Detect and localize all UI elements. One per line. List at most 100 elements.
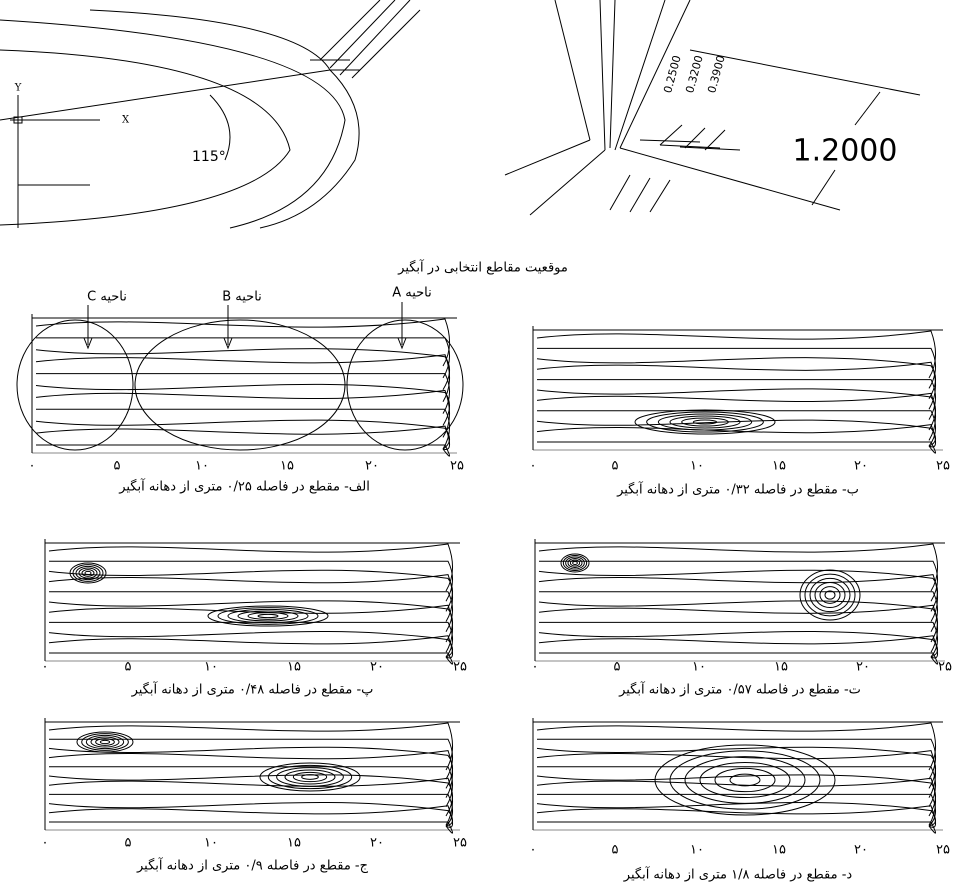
panel-caption: ج- مقطع در فاصله ۰/۹ متری از دهانه آبگیر xyxy=(136,857,369,874)
region-label: ناحیه C xyxy=(87,290,127,305)
x-tick-label: ۱۵ xyxy=(287,836,301,851)
angle-label: 115° xyxy=(192,149,226,165)
streamline xyxy=(49,778,453,825)
x-tick-label: ۲۰ xyxy=(365,459,379,474)
streamline xyxy=(49,822,453,833)
streamline xyxy=(537,751,936,798)
vortex xyxy=(293,772,326,781)
dim-label: 0.3900 xyxy=(705,54,728,95)
panel-caption: د- مقطع در فاصله ۱/۸ متری از دهانه آبگیر xyxy=(623,866,853,883)
streamline xyxy=(36,355,450,402)
x-tick-label: ۲۵ xyxy=(453,836,467,851)
x-tick-label: ۲۰ xyxy=(370,660,384,675)
streamline xyxy=(537,393,936,440)
x-tick-label: ۰ xyxy=(532,660,539,675)
vortex xyxy=(573,562,578,565)
x-tick-label: ۰ xyxy=(530,843,537,858)
vortex xyxy=(800,570,860,620)
vortex xyxy=(715,768,775,791)
intake-detail xyxy=(505,0,920,215)
y-axis-label: Y xyxy=(14,83,22,94)
streamline xyxy=(49,570,453,611)
streamline xyxy=(539,605,938,652)
x-tick-label: ۲۰ xyxy=(854,459,868,474)
x-tick-label: ۲۰ xyxy=(854,843,868,858)
x-tick-label: ۰ xyxy=(42,836,49,851)
region-label: ناحیه A xyxy=(392,286,432,301)
x-tick-label: ۱۰ xyxy=(690,843,704,858)
vortex xyxy=(218,608,318,625)
x-tick-label: ۱۰ xyxy=(690,459,704,474)
x-tick-label: ۱۰ xyxy=(204,836,218,851)
streamline xyxy=(539,570,938,611)
region-arrows xyxy=(84,302,406,348)
vortex xyxy=(810,578,850,611)
region xyxy=(17,320,133,450)
streamline xyxy=(36,319,450,366)
panel-caption: پ- مقطع در فاصله ۰/۴۸ متری از دهانه آبگی… xyxy=(131,681,374,698)
vortex xyxy=(248,613,288,620)
streamline xyxy=(537,822,936,833)
streamline xyxy=(36,390,450,437)
x-tick-label: ۵ xyxy=(125,836,132,851)
streamline xyxy=(539,601,938,642)
vortex xyxy=(685,757,805,804)
streamline xyxy=(537,794,936,826)
vortex xyxy=(670,751,820,809)
x-tick-label: ۵ xyxy=(114,459,121,474)
streamline xyxy=(49,636,453,658)
streamline xyxy=(537,442,936,453)
streamline xyxy=(537,331,936,378)
vortex xyxy=(700,763,790,798)
streamline xyxy=(49,544,453,591)
streamline xyxy=(539,575,938,622)
x-tick-label: ۵ xyxy=(612,843,619,858)
x-tick-label: ۱۰ xyxy=(204,660,218,675)
panel-caption: الف- مقطع در فاصله ۰/۲۵ متری از دهانه آب… xyxy=(118,478,370,495)
streamline xyxy=(36,426,450,449)
intake-plan xyxy=(0,0,420,228)
streamline xyxy=(539,636,938,658)
streamline xyxy=(49,653,453,664)
x-tick-label: ۱۰ xyxy=(195,459,209,474)
x-tick-label: ۰ xyxy=(42,660,49,675)
x-tick-label: ۵ xyxy=(612,459,619,474)
x-tick-label: ۲۰ xyxy=(370,836,384,851)
streamline xyxy=(49,794,453,826)
dim-label: 0.2500 xyxy=(661,54,684,95)
x-tick-label: ۰ xyxy=(530,459,537,474)
x-tick-label: ۱۵ xyxy=(772,843,786,858)
x-tick-label: ۱۵ xyxy=(280,459,294,474)
x-tick-label: ۲۵ xyxy=(453,660,467,675)
x-tick-label: ۰ xyxy=(29,459,36,474)
streamline xyxy=(49,601,453,642)
panel-caption: ب- مقطع در فاصله ۰/۳۲ متری از دهانه آبگی… xyxy=(616,481,859,498)
vortex xyxy=(647,412,764,432)
streamline xyxy=(537,389,936,430)
x-tick-label: ۲۰ xyxy=(856,660,870,675)
streamline xyxy=(49,767,453,807)
streamline xyxy=(36,384,450,425)
region xyxy=(135,320,345,450)
x-tick-label: ۲۵ xyxy=(936,459,950,474)
vortex xyxy=(563,556,586,571)
streamline xyxy=(49,806,453,828)
x-tick-label: ۵ xyxy=(614,660,621,675)
streamline xyxy=(539,622,938,657)
figure-caption: موقعیت مقاطع انتخابی در آبگیر xyxy=(397,259,568,276)
vortex xyxy=(655,745,835,815)
x-tick-label: ۱۵ xyxy=(772,459,786,474)
vortex xyxy=(100,740,109,743)
streamline xyxy=(49,622,453,657)
x-tick-label: ۲۵ xyxy=(936,843,950,858)
vortex xyxy=(805,574,855,616)
streamline xyxy=(537,767,936,807)
x-tick-label: ۱۵ xyxy=(774,660,788,675)
figure: Y X 115° 0.2500 0.3200 0.3900 1.2000 موق… xyxy=(0,0,966,886)
width-label: 1.2000 xyxy=(793,134,898,169)
vortex xyxy=(258,614,278,617)
vortex xyxy=(82,570,94,577)
x-tick-label: ۵ xyxy=(125,660,132,675)
x-tick-label: ۱۰ xyxy=(692,660,706,675)
streamline xyxy=(539,653,938,664)
